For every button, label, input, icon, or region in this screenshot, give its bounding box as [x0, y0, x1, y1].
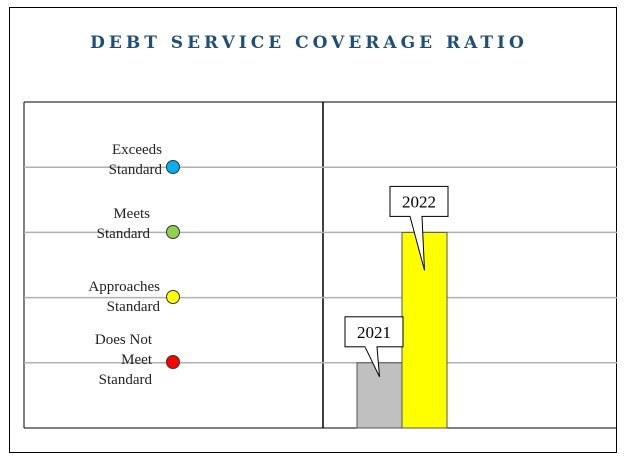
level-label-exceeds-text: Exceeds Standard [108, 142, 162, 178]
callout-2022: 2022 [389, 185, 449, 271]
callout-box-2021 [344, 316, 404, 348]
level-label-exceeds: Exceeds Standard [40, 140, 162, 180]
bar-callouts: 2021 2022 [344, 185, 449, 378]
callout-label-2021: 2021 [357, 323, 391, 342]
level-label-not-meet: Does Not Meet Standard [40, 330, 152, 390]
level-label-approaches-text: Approaches Standard [88, 279, 160, 315]
level-label-not-meet-text: Does Not Meet Standard [94, 332, 152, 388]
callout-2021: 2021 [344, 316, 404, 378]
callout-label-2022: 2022 [402, 192, 436, 211]
level-label-meets: Meets Standard [40, 204, 150, 244]
level-dot-not-meet [166, 355, 180, 369]
level-label-approaches: Approaches Standard [30, 277, 160, 317]
level-dot-meets [166, 225, 180, 239]
chart-frame [9, 7, 617, 453]
level-dot-approaches [166, 290, 180, 304]
callout-box-2022 [389, 185, 449, 217]
chart-title: DEBT SERVICE COVERAGE RATIO [90, 33, 528, 53]
level-label-meets-text: Meets Standard [96, 206, 150, 242]
gridlines [24, 166, 617, 364]
level-dot-exceeds [166, 160, 180, 174]
